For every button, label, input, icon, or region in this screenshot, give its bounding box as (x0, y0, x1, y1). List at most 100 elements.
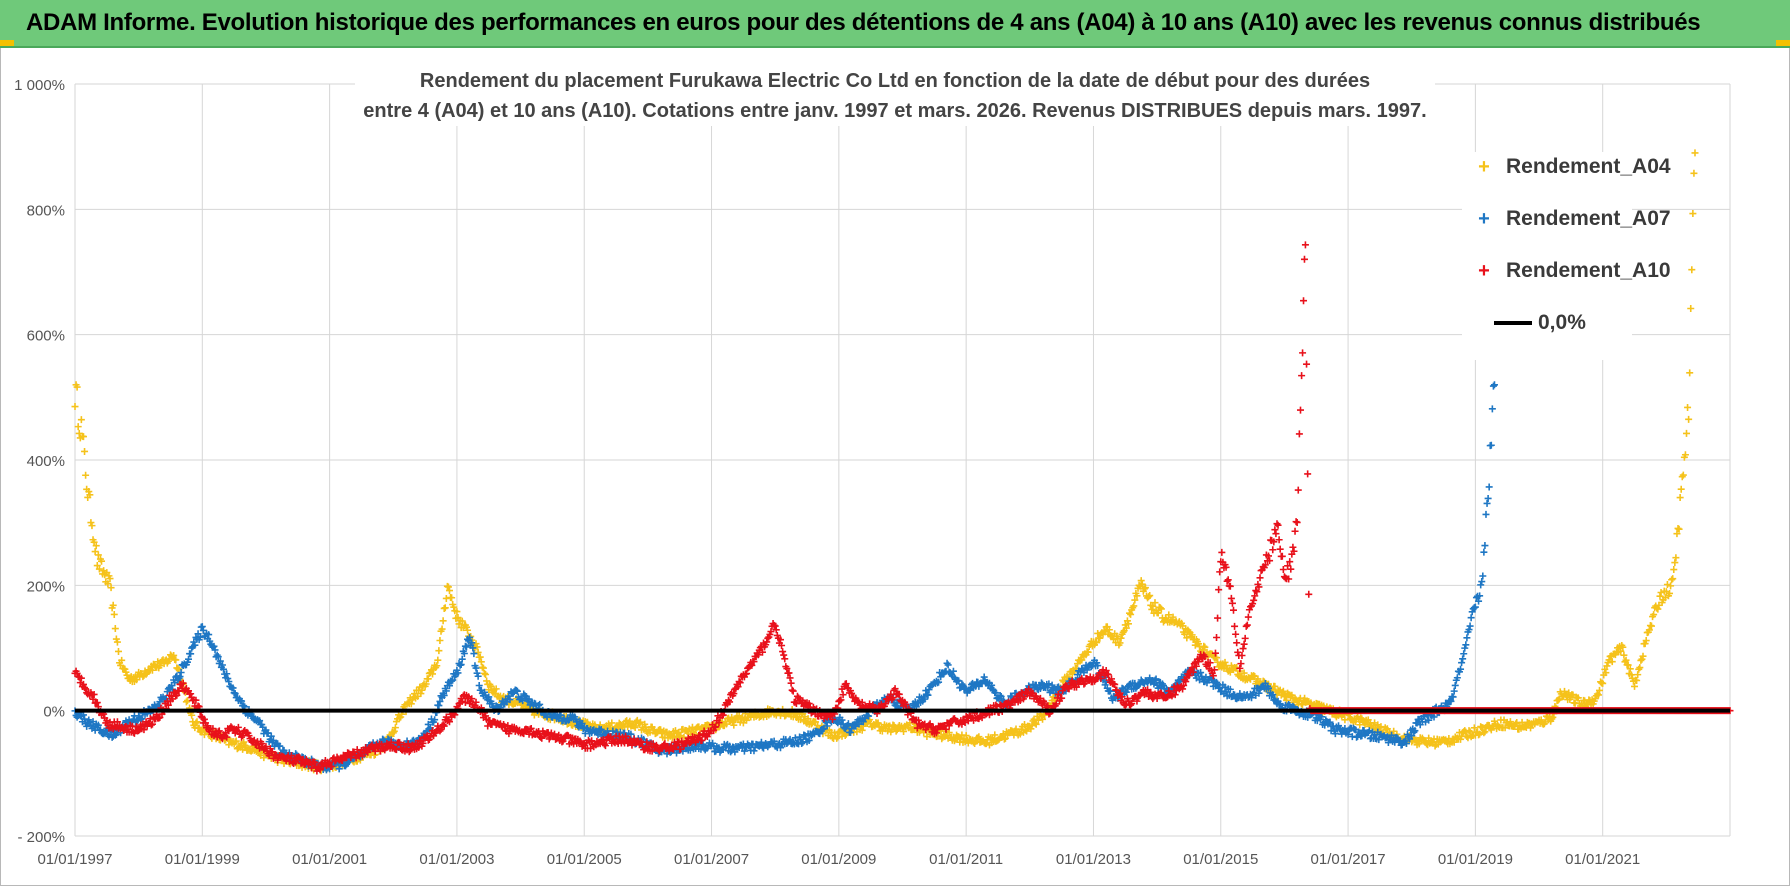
data-point (1639, 652, 1647, 660)
data-point (838, 716, 846, 724)
data-point (937, 673, 945, 681)
data-point (1603, 662, 1611, 670)
data-point (311, 758, 319, 766)
data-point (891, 685, 899, 693)
data-point (487, 682, 495, 690)
data-point (482, 671, 490, 679)
data-point (1671, 559, 1679, 567)
data-point (1678, 473, 1686, 481)
legend-label-a07: Rendement_A07 (1506, 207, 1671, 230)
data-point (962, 732, 970, 740)
data-point (177, 669, 185, 676)
data-point (866, 716, 874, 724)
data-point (378, 740, 386, 748)
data-point (1642, 637, 1650, 645)
data-point (1295, 430, 1303, 438)
data-point (1450, 687, 1458, 695)
data-point (229, 684, 237, 692)
data-point (472, 640, 480, 648)
data-point (1156, 604, 1164, 612)
data-point (820, 715, 828, 723)
data-point (715, 719, 723, 727)
data-point (838, 732, 846, 740)
data-point (1461, 644, 1469, 652)
data-point (1483, 499, 1491, 507)
data-point (468, 695, 476, 703)
data-point (1449, 693, 1457, 701)
data-point (1457, 735, 1465, 743)
data-point (111, 731, 119, 739)
data-point (1227, 594, 1235, 602)
data-point (1681, 451, 1689, 459)
data-point (1415, 740, 1423, 748)
data-point (454, 669, 462, 677)
data-point (1105, 626, 1113, 634)
data-point (819, 725, 827, 733)
data-point (173, 691, 181, 699)
data-point (1298, 372, 1306, 380)
data-point (448, 677, 456, 685)
data-point (240, 702, 248, 710)
data-point (557, 711, 565, 719)
data-point (482, 712, 490, 720)
data-point (436, 636, 444, 644)
data-point (256, 717, 264, 725)
data-point (1537, 716, 1545, 724)
legend-item-a07: + Rendement_A07 (1462, 204, 1671, 234)
data-point (384, 735, 392, 743)
data-point (1039, 715, 1047, 723)
data-point (1188, 631, 1196, 639)
data-point (107, 584, 115, 592)
data-point (461, 698, 469, 706)
x-tick-label: 01/01/2011 (929, 851, 1003, 868)
data-point (944, 661, 952, 669)
legend-item-a10: + Rendement_A10 (1462, 256, 1670, 286)
data-point (474, 672, 482, 680)
data-point (1663, 580, 1671, 588)
data-point (439, 617, 447, 625)
plus-icon: + (1478, 155, 1490, 178)
data-point (1593, 690, 1601, 698)
chart-title-line-1: Rendement du placement Furukawa Electric… (419, 70, 1371, 92)
data-point (1676, 494, 1684, 502)
data-point (923, 690, 931, 698)
data-point (1489, 382, 1497, 390)
data-point (600, 740, 608, 748)
data-point (147, 721, 155, 729)
data-point (1100, 627, 1108, 635)
data-point (527, 724, 535, 732)
data-point (1446, 696, 1454, 704)
data-point (1463, 634, 1471, 642)
data-point (234, 723, 242, 731)
data-point (833, 734, 841, 742)
plus-icon: + (1478, 207, 1490, 230)
data-point (823, 722, 831, 730)
data-point (1689, 210, 1697, 218)
data-point (1318, 713, 1326, 721)
data-point (488, 700, 496, 708)
data-point (1154, 684, 1162, 692)
data-point (417, 690, 425, 698)
data-point (90, 538, 98, 546)
data-point (1145, 593, 1153, 601)
data-point (109, 601, 117, 609)
data-point (476, 653, 484, 661)
data-point (785, 669, 793, 677)
data-point (81, 715, 89, 723)
data-point (338, 757, 346, 765)
data-point (1096, 634, 1104, 642)
data-point (776, 636, 784, 644)
data-point (1467, 614, 1475, 622)
data-point (798, 740, 806, 748)
data-point (1213, 678, 1221, 686)
data-point (176, 673, 184, 681)
data-point (404, 698, 412, 706)
data-point (1679, 471, 1687, 479)
data-point (1122, 624, 1130, 632)
data-point (1233, 663, 1241, 671)
data-point (265, 752, 273, 760)
data-point (445, 718, 453, 726)
data-point (472, 698, 480, 706)
data-point (538, 734, 546, 742)
data-point (474, 648, 482, 656)
